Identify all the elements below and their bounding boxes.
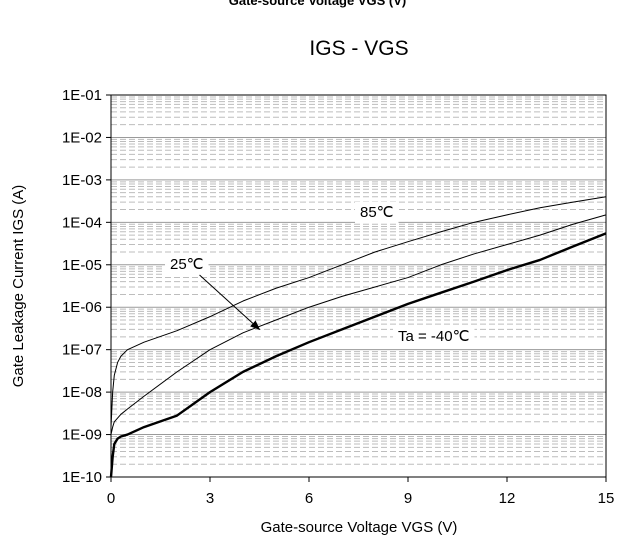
x-tick-labels: 0 3 6 9 12 15: [107, 477, 615, 507]
x-tick-label: 6: [305, 490, 313, 507]
series-line: [110, 196, 607, 428]
y-tick-label: 1E-03: [62, 172, 102, 189]
y-tick-label: 1E-09: [62, 427, 102, 444]
y-tick-label: 1E-05: [62, 257, 102, 274]
x-tick-label: 15: [598, 490, 615, 507]
x-tick-label: 0: [107, 490, 115, 507]
y-axis-label: Gate Leakage Current IGS (A): [10, 185, 27, 388]
annotation-arrow: [199, 274, 261, 331]
series-label: 85℃: [360, 204, 394, 221]
x-tick-label: 3: [206, 490, 214, 507]
y-tick-label: 1E-02: [62, 129, 102, 146]
clipped-previous-xlabel: Gate-source Voltage VGS (V): [228, 0, 407, 8]
series-layer: [109, 196, 607, 478]
series-label: Ta = -40℃: [398, 328, 469, 345]
y-tick-label: 1E-07: [62, 342, 102, 359]
annotations: 85℃ 25℃ Ta = -40℃: [165, 202, 475, 347]
x-axis-label: Gate-source Voltage VGS (V): [261, 519, 458, 536]
annotation-background: [355, 202, 399, 223]
y-tick-label: 1E-08: [62, 384, 102, 401]
x-tick-label: 12: [499, 490, 516, 507]
y-tick-labels: 1E-10 1E-09 1E-08 1E-07 1E-06 1E-05 1E-04 1E-03…: [62, 87, 111, 486]
y-tick-label: 1E-01: [62, 87, 102, 104]
annotation-background: [165, 254, 209, 275]
series-label: 25℃: [170, 256, 204, 273]
y-tick-label: 1E-04: [62, 214, 102, 231]
chart-title: IGS - VGS: [309, 37, 408, 60]
y-tick-label: 1E-10: [62, 469, 102, 486]
y-tick-label: 1E-06: [62, 299, 102, 316]
series-line: [110, 214, 607, 435]
annotation-background: [393, 326, 475, 347]
series-line: [109, 232, 607, 478]
x-tick-label: 9: [404, 490, 412, 507]
plot-frame: [110, 94, 607, 478]
